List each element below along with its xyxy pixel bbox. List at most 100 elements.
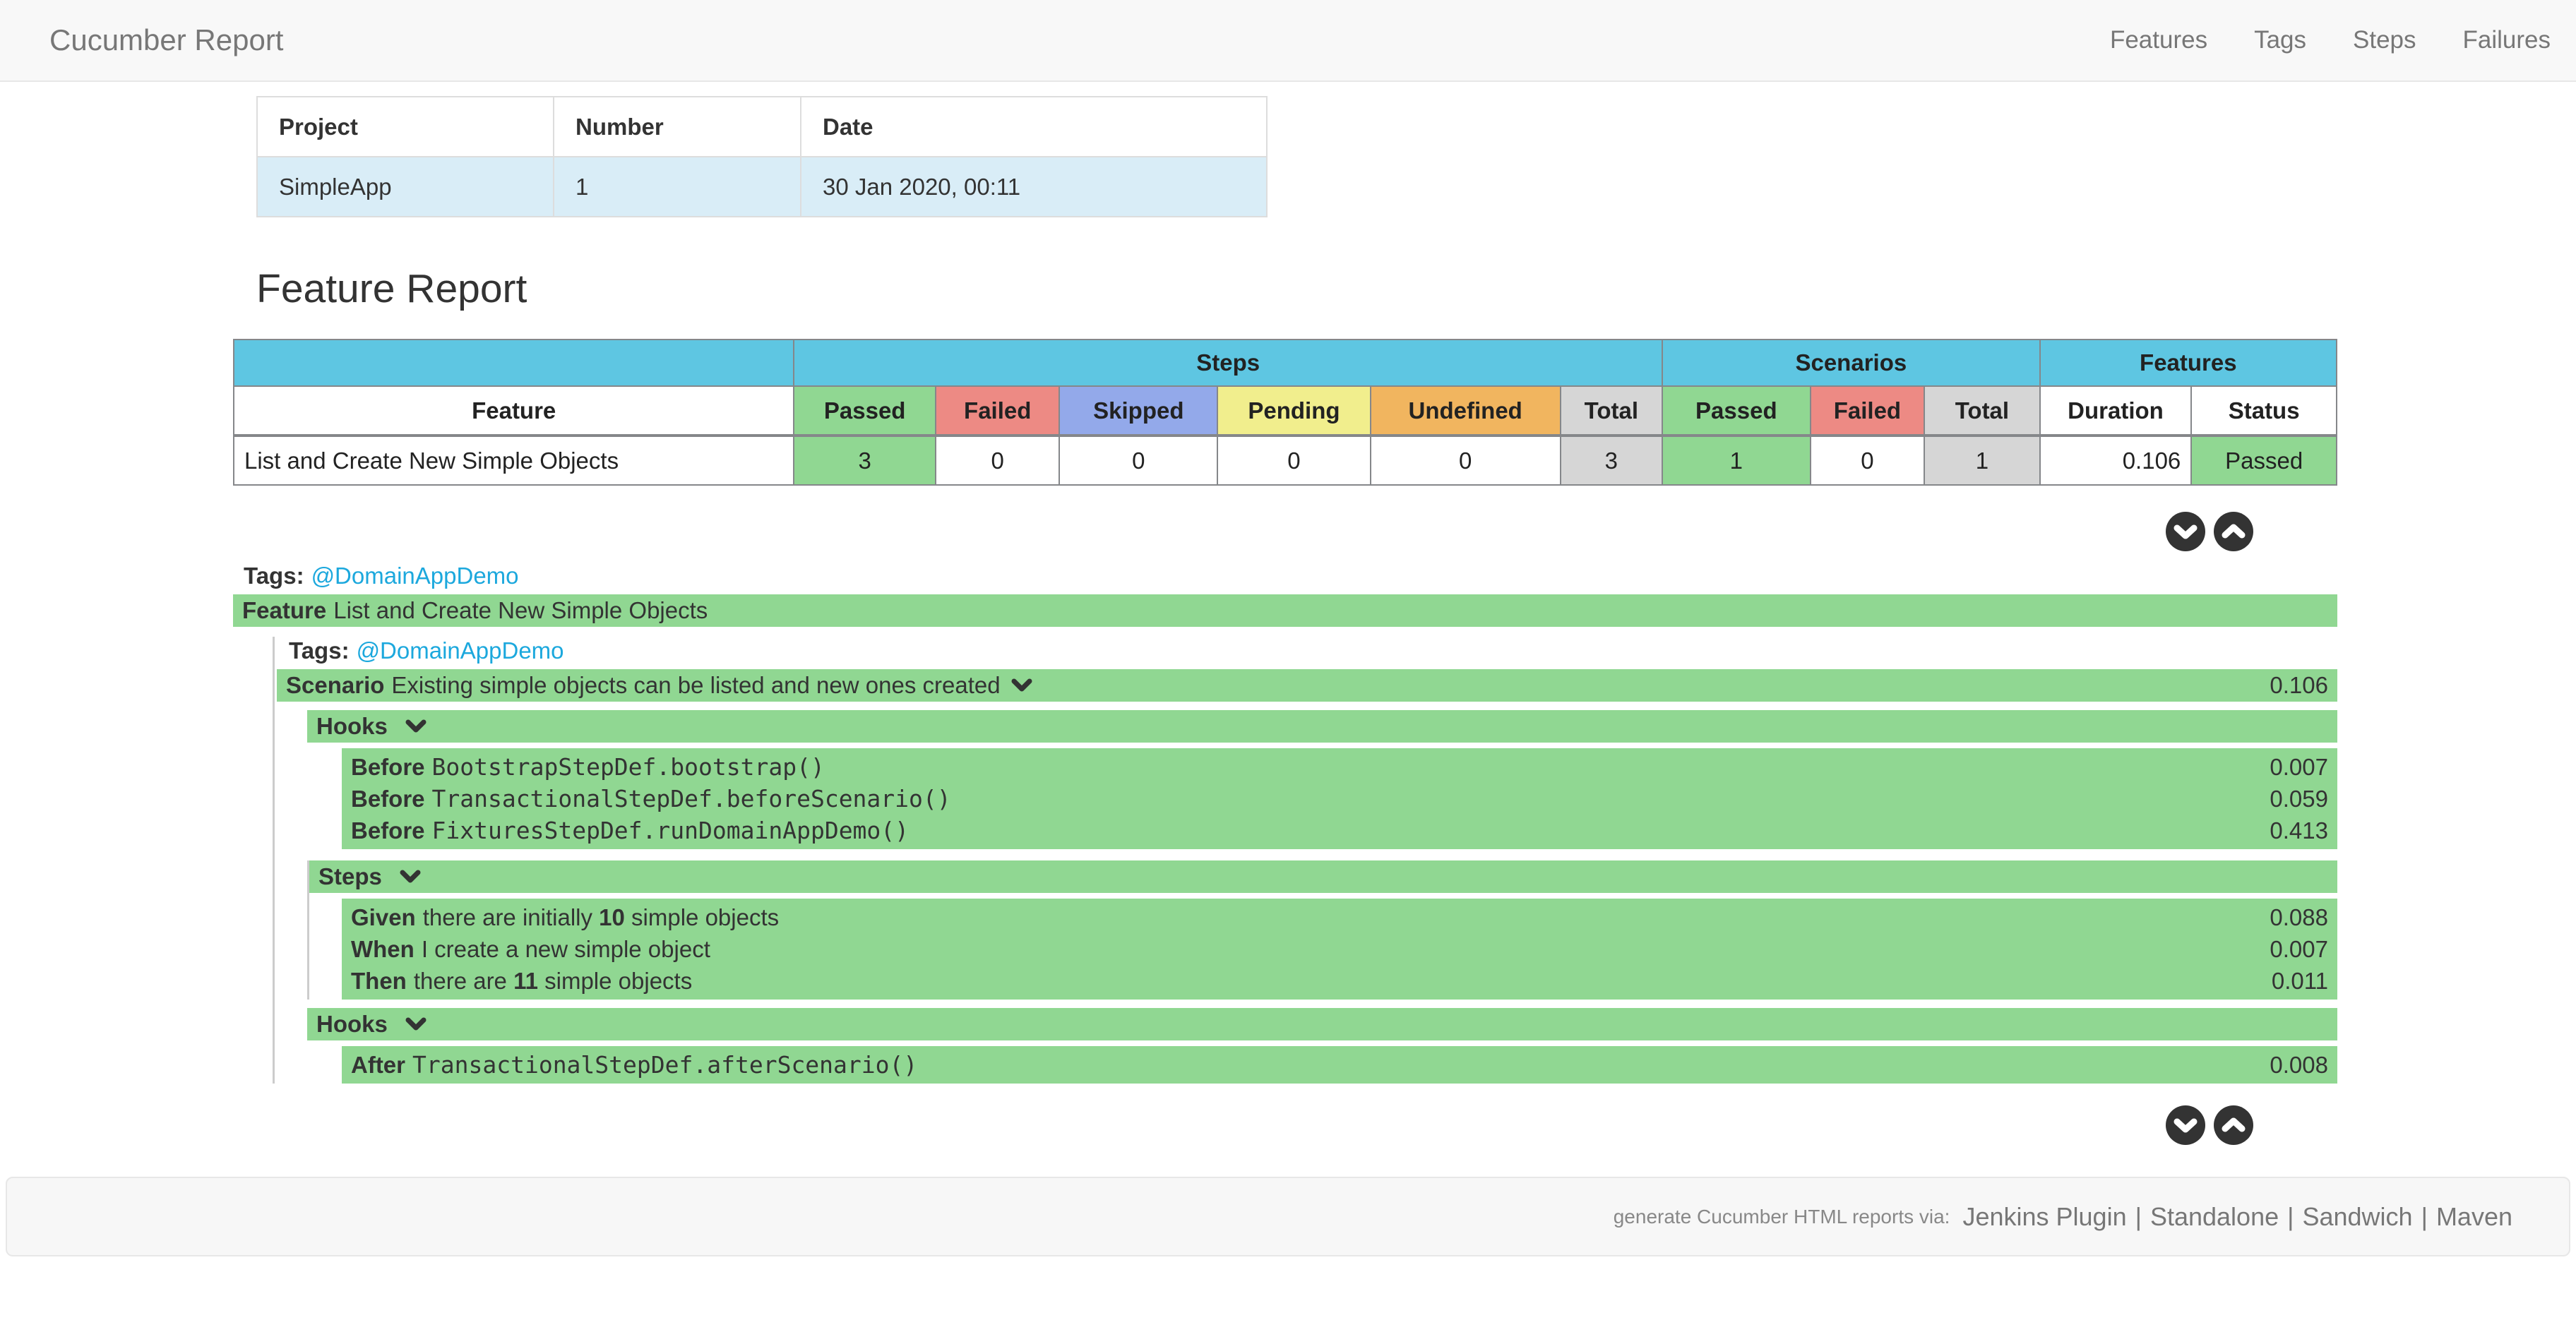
hooks-after-rows: After TransactionalStepDef.afterScenario… — [342, 1046, 2337, 1084]
stats-group-header-row: Steps Scenarios Features — [232, 339, 2338, 387]
chevron-down-icon[interactable] — [405, 1016, 427, 1032]
project-header-project: Project — [256, 96, 554, 157]
hook-method: BootstrapStepDef.bootstrap() — [431, 753, 825, 781]
feature-stats-table: Steps Scenarios Features Feature Passed … — [232, 339, 2338, 486]
hooks-title: Hooks — [316, 713, 388, 739]
expand-collapse-controls — [233, 511, 2337, 552]
steps-header-bar[interactable]: Steps — [309, 860, 2337, 893]
step-duration: 0.007 — [2270, 935, 2328, 962]
tag-link[interactable]: @DomainAppDemo — [311, 563, 519, 589]
hook-row: After TransactionalStepDef.afterScenario… — [351, 1049, 2328, 1081]
navbar-brand[interactable]: Cucumber Report — [49, 23, 284, 56]
stats-group-empty — [232, 339, 795, 387]
col-header-feature[interactable]: Feature — [232, 385, 795, 437]
feature-header-bar: Feature List and Create New Simple Objec… — [233, 594, 2337, 627]
col-header-scenarios-failed[interactable]: Failed — [1809, 385, 1926, 437]
step-keyword: Given — [351, 904, 416, 930]
feature-name-cell: List and Create New Simple Objects — [232, 435, 795, 486]
project-number-cell: 1 — [553, 156, 801, 217]
col-header-steps-failed[interactable]: Failed — [934, 385, 1061, 437]
steps-group: Steps Given there are initially 10 simpl… — [307, 860, 2337, 1000]
project-name-cell: SimpleApp — [256, 156, 554, 217]
hook-duration: 0.007 — [2270, 753, 2328, 780]
scenario-tags: Tags: @DomainAppDemo — [277, 637, 2337, 665]
tags-label: Tags: — [289, 637, 350, 664]
tag-link[interactable]: @DomainAppDemo — [356, 637, 564, 664]
col-header-scenarios-passed[interactable]: Passed — [1662, 385, 1811, 437]
hook-keyword: Before — [351, 817, 425, 844]
hooks-before-header-bar[interactable]: Hooks — [307, 710, 2337, 743]
stats-group-steps: Steps — [793, 339, 1664, 387]
steps-undefined-cell: 0 — [1369, 435, 1561, 486]
chevron-down-circle-icon — [2166, 1105, 2205, 1145]
step-text: there are 11 simple objects — [413, 967, 693, 994]
main-container: Project Number Date SimpleApp 1 30 Jan 2… — [232, 96, 2338, 1146]
nav-link-failures[interactable]: Failures — [2462, 26, 2551, 54]
project-date-cell: 30 Jan 2020, 00:11 — [800, 156, 1268, 217]
hooks-before-rows: Before BootstrapStepDef.bootstrap() 0.00… — [342, 748, 2337, 849]
footer-prefix: generate Cucumber HTML reports via: — [1613, 1205, 1950, 1228]
chevron-down-icon[interactable] — [1010, 678, 1033, 693]
project-data-row: SimpleApp 1 30 Jan 2020, 00:11 — [256, 156, 1268, 217]
collapse-all-button[interactable] — [2213, 1105, 2254, 1146]
nav-link-tags[interactable]: Tags — [2254, 26, 2307, 54]
steps-skipped-cell: 0 — [1059, 435, 1219, 486]
status-cell: Passed — [2190, 435, 2337, 486]
footer-link-jenkins-plugin[interactable]: Jenkins Plugin — [1962, 1201, 2127, 1231]
hook-duration: 0.008 — [2270, 1051, 2328, 1078]
project-info-table: Project Number Date SimpleApp 1 30 Jan 2… — [256, 96, 1268, 217]
step-keyword: Then — [351, 967, 407, 994]
steps-rows: Given there are initially 10 simple obje… — [342, 899, 2337, 1000]
hook-duration: 0.413 — [2270, 817, 2328, 844]
hook-duration: 0.059 — [2270, 785, 2328, 812]
expand-all-button[interactable] — [2165, 511, 2206, 552]
chevron-down-icon[interactable] — [399, 869, 422, 884]
col-header-duration[interactable]: Duration — [2039, 385, 2193, 437]
footer-link-sandwich[interactable]: Sandwich — [2302, 1201, 2413, 1231]
footer: generate Cucumber HTML reports via: Jenk… — [6, 1177, 2570, 1256]
scenarios-passed-cell: 1 — [1662, 435, 1811, 486]
col-header-steps-passed[interactable]: Passed — [793, 385, 936, 437]
col-header-steps-total[interactable]: Total — [1559, 385, 1664, 437]
hooks-after-header-bar[interactable]: Hooks — [307, 1008, 2337, 1040]
top-navbar: Cucumber Report Features Tags Steps Fail… — [0, 0, 2576, 82]
hook-method: TransactionalStepDef.beforeScenario() — [431, 785, 951, 812]
col-header-status[interactable]: Status — [2190, 385, 2337, 437]
expand-collapse-controls — [233, 1105, 2337, 1146]
col-header-steps-skipped[interactable]: Skipped — [1059, 385, 1219, 437]
collapse-all-button[interactable] — [2213, 511, 2254, 552]
feature-tags: Tags: @DomainAppDemo — [233, 562, 2337, 590]
tags-label: Tags: — [244, 563, 304, 589]
scenarios-failed-cell: 0 — [1809, 435, 1926, 486]
step-text: there are initially 10 simple objects — [422, 904, 780, 930]
scenario-name: Existing simple objects can be listed an… — [391, 672, 1001, 698]
col-header-steps-pending[interactable]: Pending — [1217, 385, 1371, 437]
project-header-number: Number — [553, 96, 801, 157]
hook-row: Before BootstrapStepDef.bootstrap() 0.00… — [351, 751, 2328, 783]
footer-separator: | — [2135, 1201, 2142, 1231]
step-row: When I create a new simple object 0.007 — [351, 933, 2328, 965]
duration-cell: 0.106 — [2039, 435, 2193, 486]
step-keyword: When — [351, 935, 415, 962]
hook-row: Before TransactionalStepDef.beforeScenar… — [351, 783, 2328, 815]
chevron-up-circle-icon — [2214, 512, 2253, 551]
footer-separator: | — [2287, 1201, 2294, 1231]
col-header-scenarios-total[interactable]: Total — [1924, 385, 2041, 437]
nav-link-features[interactable]: Features — [2109, 26, 2208, 54]
hook-row: Before FixturesStepDef.runDomainAppDemo(… — [351, 815, 2328, 846]
footer-link-standalone[interactable]: Standalone — [2149, 1201, 2279, 1231]
hook-method: TransactionalStepDef.afterScenario() — [412, 1051, 918, 1079]
steps-title: Steps — [318, 863, 382, 889]
col-header-steps-undefined[interactable]: Undefined — [1369, 385, 1561, 437]
step-row: Given there are initially 10 simple obje… — [351, 901, 2328, 933]
expand-all-button[interactable] — [2165, 1105, 2206, 1146]
footer-link-maven[interactable]: Maven — [2435, 1201, 2512, 1231]
scenario-header-bar[interactable]: Scenario Existing simple objects can be … — [277, 669, 2337, 702]
hooks-title: Hooks — [316, 1011, 388, 1037]
feature-section: Tags: @DomainAppDemo Feature List and Cr… — [233, 562, 2337, 1084]
chevron-up-circle-icon — [2214, 1105, 2253, 1145]
chevron-down-icon[interactable] — [405, 719, 427, 734]
project-header-date: Date — [800, 96, 1268, 157]
nav-link-steps[interactable]: Steps — [2353, 26, 2416, 54]
footer-links: Jenkins Plugin | Standalone | Sandwich |… — [1962, 1202, 2512, 1232]
